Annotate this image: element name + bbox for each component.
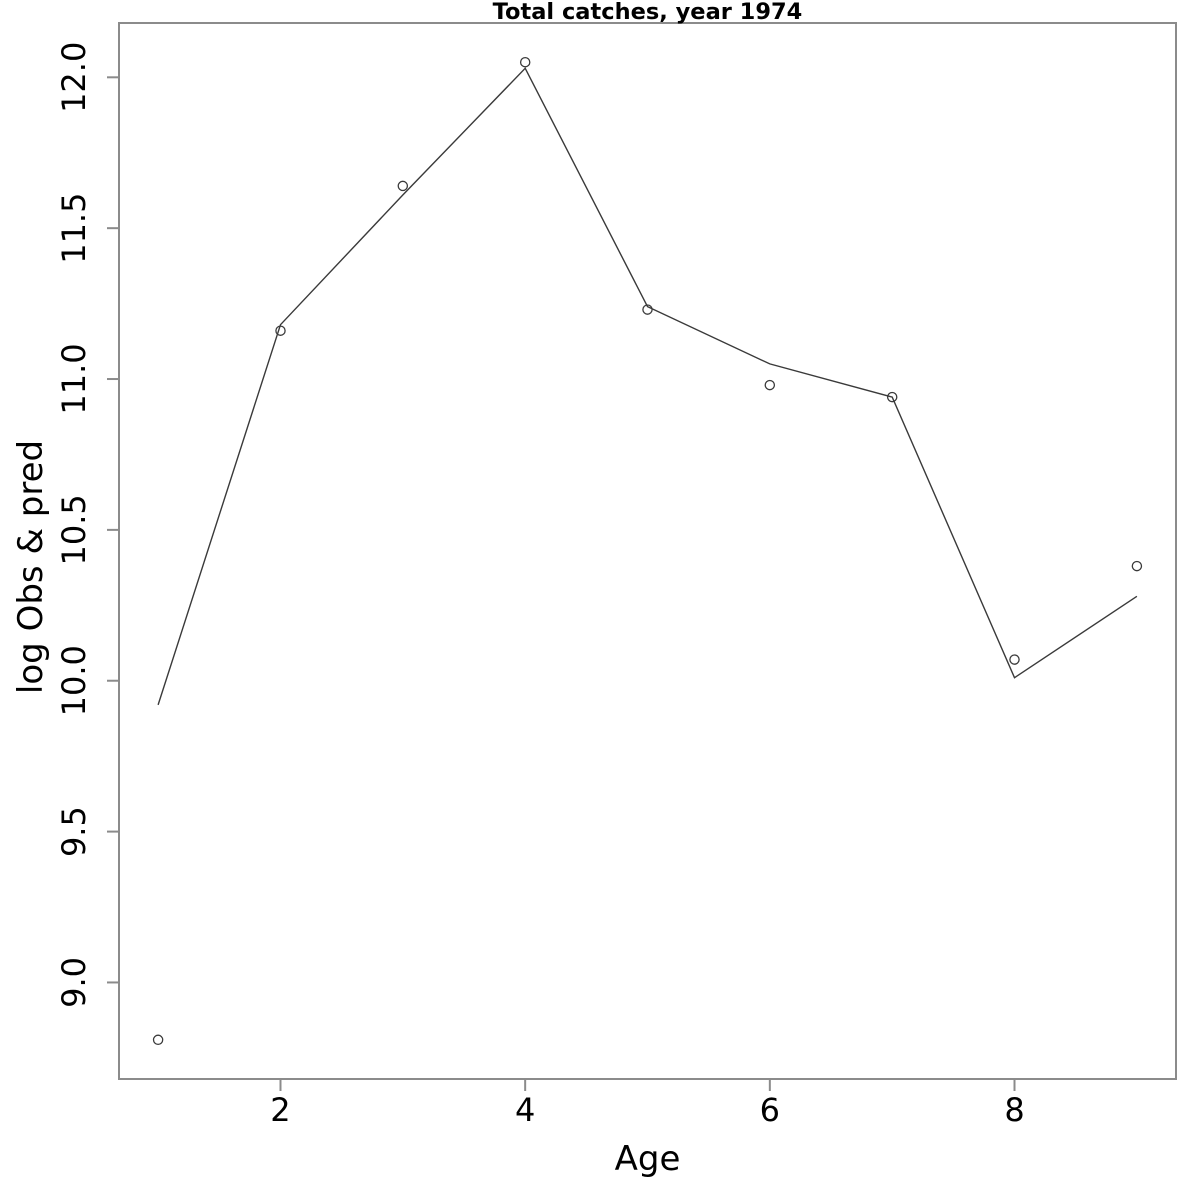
y-tick-label: 10.5 (55, 494, 93, 565)
observed-data-point (764, 379, 776, 391)
y-tick-label: 9.5 (55, 806, 93, 857)
y-tick-label: 10.0 (55, 645, 93, 716)
x-tick-label: 2 (270, 1091, 290, 1129)
observed-data-point (1009, 654, 1020, 665)
observed-point-series (152, 56, 1143, 1046)
x-tick-label: 6 (760, 1091, 780, 1129)
y-tick-label: 9.0 (55, 957, 93, 1008)
x-tick-label: 8 (1004, 1091, 1024, 1129)
x-axis-ticks: 2 4 6 8 (270, 1079, 1025, 1129)
plot-area-border (118, 22, 1177, 1080)
observed-data-point (519, 56, 531, 68)
y-tick-label: 11.0 (55, 343, 93, 414)
y-axis-label: log Obs & pred (11, 440, 51, 694)
observed-data-point (275, 325, 286, 336)
predicted-line (157, 67, 1138, 706)
y-tick-label: 12.0 (55, 42, 93, 113)
chart-title: Total catches, year 1974 (493, 0, 803, 25)
predicted-line-series (157, 67, 1138, 706)
y-tick-label: 11.5 (55, 193, 93, 264)
x-tick-label: 4 (515, 1091, 535, 1129)
observed-data-point (1131, 560, 1143, 572)
observed-data-point (886, 391, 898, 403)
y-axis-ticks: 9.0 9.5 10.0 10.5 11.0 11.5 12.0 (55, 42, 119, 1008)
observed-data-point (642, 304, 653, 315)
observed-data-point (152, 1034, 164, 1046)
observed-data-point (397, 180, 409, 192)
x-axis-label: Age (615, 1139, 681, 1179)
